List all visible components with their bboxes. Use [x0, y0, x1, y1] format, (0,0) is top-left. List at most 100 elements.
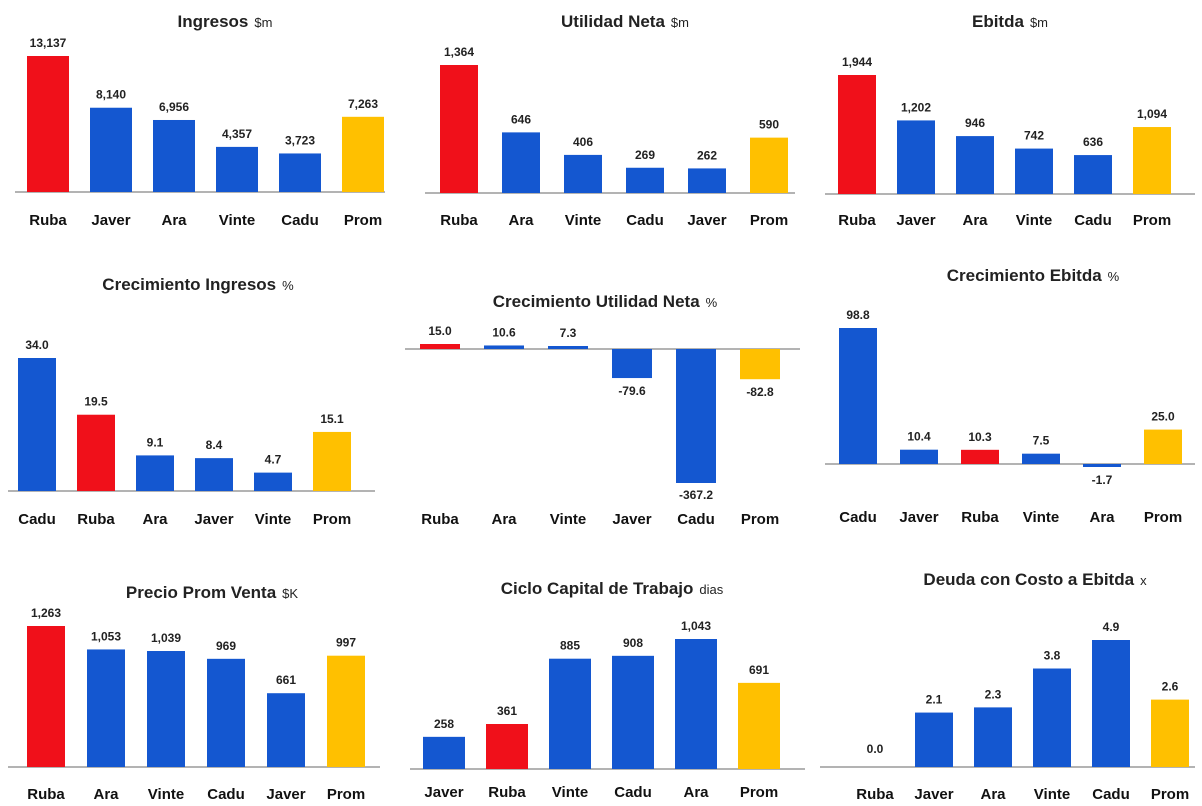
data-label: 946	[965, 116, 985, 130]
data-label: 269	[635, 148, 655, 162]
bar	[18, 358, 56, 491]
category-label: Ara	[491, 511, 517, 528]
category-label: Javer	[899, 509, 938, 526]
category-label: Cadu	[18, 511, 56, 528]
data-label: 262	[697, 148, 717, 162]
data-label: 10.4	[907, 430, 931, 444]
category-label: Vinte	[148, 786, 184, 803]
data-label: 7.3	[560, 326, 577, 340]
category-label: Ruba	[838, 212, 876, 229]
data-label: 2.1	[926, 693, 943, 707]
data-label: 636	[1083, 135, 1103, 149]
bar	[313, 431, 351, 491]
category-label: Prom	[327, 786, 365, 803]
bar	[738, 682, 780, 769]
data-label: 1,364	[444, 45, 474, 59]
category-label: Javer	[612, 511, 651, 528]
category-label: Ara	[161, 212, 187, 229]
category-label: Cadu	[1092, 786, 1130, 803]
category-label: Javer	[896, 212, 935, 229]
bar	[688, 168, 726, 193]
bar	[1074, 155, 1112, 194]
chart-title-text: Ciclo Capital de Trabajo	[501, 579, 694, 598]
chart-title-unit: $m	[1030, 15, 1048, 30]
chart-title-text: Crecimiento Utilidad Neta	[493, 292, 700, 311]
data-label: 1,263	[31, 606, 61, 620]
category-label: Ruba	[27, 786, 65, 803]
data-label: 1,202	[901, 100, 931, 114]
data-label: 1,043	[681, 619, 711, 633]
data-label: 2.6	[1162, 680, 1179, 694]
data-label: 10.3	[968, 430, 992, 444]
bar	[1083, 464, 1121, 467]
category-label: Ruba	[421, 511, 459, 528]
category-label: Ruba	[77, 511, 115, 528]
category-label: Prom	[740, 784, 778, 801]
bar	[279, 153, 321, 192]
bar	[87, 649, 125, 767]
bar	[1033, 668, 1071, 767]
data-label: 1,053	[91, 629, 121, 643]
bar	[915, 712, 953, 767]
data-label: 98.8	[846, 308, 870, 322]
bar	[153, 119, 195, 192]
category-label: Vinte	[219, 212, 255, 229]
bar	[147, 651, 185, 767]
category-label: Vinte	[1016, 212, 1052, 229]
bar	[612, 349, 652, 379]
category-label: Cadu	[839, 509, 877, 526]
bar	[342, 116, 384, 192]
bar	[548, 346, 588, 349]
data-label: 590	[759, 118, 779, 132]
bar	[484, 345, 524, 349]
data-label: 25.0	[1151, 410, 1175, 424]
bar	[956, 136, 994, 194]
data-label: -367.2	[679, 488, 713, 502]
data-label: 908	[623, 636, 643, 650]
bar	[897, 120, 935, 194]
category-label: Vinte	[1034, 786, 1070, 803]
bar	[423, 736, 465, 769]
bar	[1022, 453, 1060, 464]
data-label: 0.0	[867, 742, 884, 756]
category-label: Ruba	[440, 212, 478, 229]
bar	[267, 693, 305, 767]
chart-title-unit: x	[1140, 573, 1147, 588]
bar	[1015, 148, 1053, 194]
chart-title-text: Ingresos	[178, 12, 249, 31]
chart-title-unit: dias	[699, 582, 723, 597]
category-label: Prom	[1151, 786, 1189, 803]
bar	[195, 458, 233, 491]
data-label: 661	[276, 673, 296, 687]
chart-title: Utilidad Neta $m	[561, 12, 689, 31]
category-label: Cadu	[207, 786, 245, 803]
bar	[676, 349, 716, 483]
category-label: Ruba	[29, 212, 67, 229]
bar	[900, 449, 938, 464]
data-label: -79.6	[618, 384, 646, 398]
chart-title: Ciclo Capital de Trabajo dias	[501, 579, 724, 598]
category-label: Prom	[750, 212, 788, 229]
chart-title-text: Utilidad Neta	[561, 12, 665, 31]
chart-title-text: Ebitda	[972, 12, 1024, 31]
data-label: 7,263	[348, 97, 378, 111]
category-label: Cadu	[281, 212, 319, 229]
chart-title: Crecimiento Utilidad Neta%	[493, 292, 718, 311]
bar	[1092, 640, 1130, 767]
bar	[136, 455, 174, 491]
category-label: Cadu	[614, 784, 652, 801]
bar	[626, 167, 664, 193]
category-label: Cadu	[626, 212, 664, 229]
category-label: Ruba	[856, 786, 894, 803]
chart-title-unit: $K	[282, 586, 298, 601]
bar	[740, 349, 780, 380]
data-label: 4.7	[265, 453, 282, 467]
bar	[612, 655, 654, 769]
bar	[327, 655, 365, 767]
bar	[564, 154, 602, 193]
category-label: Vinte	[565, 212, 601, 229]
data-label: 2.3	[985, 687, 1002, 701]
category-label: Vinte	[1023, 509, 1059, 526]
data-label: 361	[497, 704, 517, 718]
